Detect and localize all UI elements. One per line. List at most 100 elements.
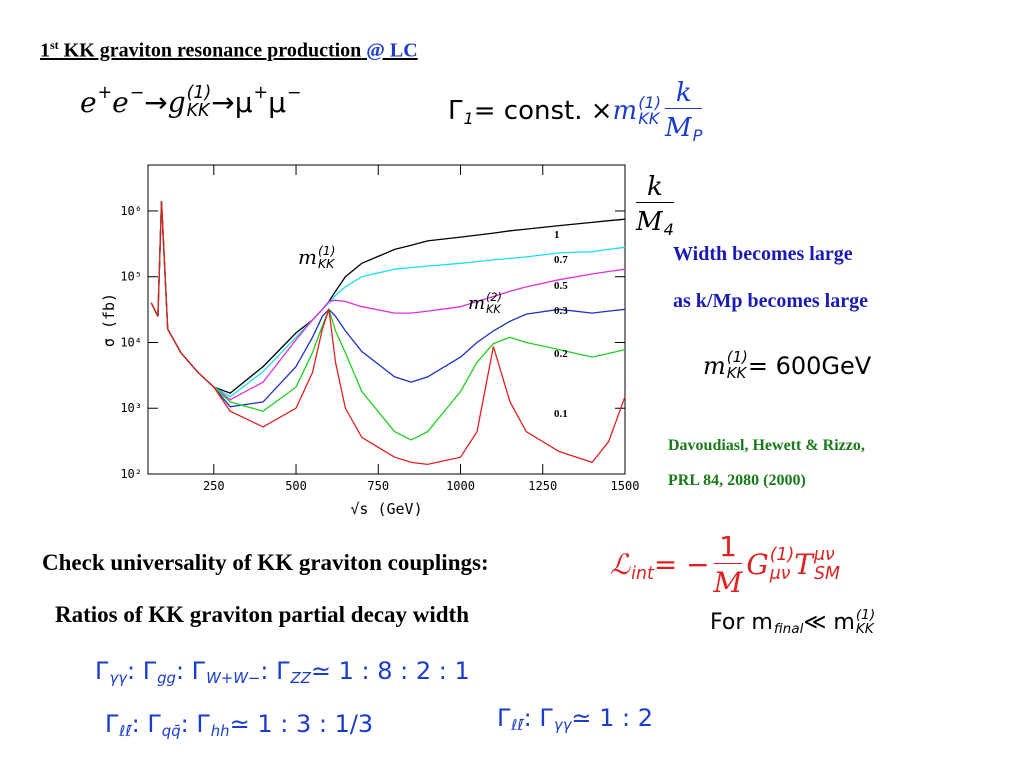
- eq-segment: 1: [719, 530, 737, 563]
- scripts: qq̄: [162, 708, 181, 739]
- superscript: −: [129, 83, 145, 103]
- series-label: 1: [554, 229, 560, 241]
- eq-text: Γ: [448, 96, 463, 127]
- subscript: γγ: [109, 668, 127, 687]
- line-series: [150, 201, 626, 466]
- subscript: ℓℓ̄: [511, 715, 524, 734]
- scripts: −: [287, 84, 302, 120]
- scripts: gg: [157, 655, 176, 686]
- numerator: 1: [719, 530, 737, 563]
- eq-text: : Γ: [523, 703, 553, 732]
- denominator: M P: [665, 108, 703, 145]
- subscript: ZZ: [290, 668, 311, 687]
- eq-segment: ≃ 1 : 8 : 2 : 1: [311, 657, 470, 685]
- plot-frame: [147, 164, 626, 475]
- citation: PRL 84, 2080 (2000): [668, 472, 806, 489]
- subscript: [287, 102, 302, 120]
- superscript: −: [286, 83, 302, 103]
- subscript: γγ: [553, 715, 572, 734]
- eq-segment: G (1) μν: [746, 546, 794, 583]
- eq-segment: Γ ℓℓ̄: [105, 708, 132, 739]
- scripts: 1: [464, 95, 474, 129]
- series-label: 0.1: [554, 408, 568, 420]
- subscript: 4: [663, 219, 674, 239]
- eq-text: M: [713, 566, 743, 599]
- eq-segment: ≪ m (1) KK: [803, 608, 875, 637]
- eq-segment: ≃ 1 : 3 : 1/3: [230, 710, 374, 738]
- eq-text: e: [80, 85, 97, 119]
- series-label: 0.5: [554, 280, 568, 292]
- eq-text: G: [746, 548, 769, 581]
- ratio-equation: Γ ℓℓ̄ : Γ γγ ≃ 1 : 2: [497, 702, 653, 733]
- eq-text: For m: [710, 609, 773, 635]
- subscript: final: [773, 621, 804, 638]
- eq-segment: →: [211, 86, 234, 119]
- eq-segment: e +: [80, 84, 112, 120]
- eq-segment: μ +: [235, 84, 268, 120]
- eq-segment: k: [647, 172, 663, 202]
- eq-segment: →: [144, 86, 167, 119]
- numerator: k: [647, 172, 663, 202]
- title-link[interactable]: @ LC: [361, 39, 418, 62]
- eq-text: k: [647, 172, 663, 202]
- process-equation: e + e − → g (1) KK → μ + μ −: [80, 83, 302, 122]
- x-tick-label: 250: [203, 479, 225, 493]
- eq-segment: : Γ γγ: [524, 702, 572, 733]
- superscript: [774, 608, 804, 622]
- superscript: (2): [486, 291, 502, 304]
- scripts: (1) KK: [186, 83, 212, 122]
- scripts: −: [130, 84, 145, 120]
- subscript: P: [692, 125, 703, 145]
- ratios-heading: Ratios of KK graviton partial decay widt…: [55, 602, 469, 627]
- scripts: (1) KK: [856, 608, 875, 637]
- eq-segment: Γ ℓℓ̄: [497, 702, 524, 733]
- scripts: final: [774, 608, 804, 637]
- eq-text: M: [665, 112, 692, 143]
- eq-text: →: [144, 85, 168, 119]
- annotation: m (1) KK: [298, 244, 336, 270]
- subscript: int: [631, 563, 654, 584]
- subscript: KK: [638, 109, 660, 129]
- x-tick-label: 1000: [446, 479, 475, 493]
- eq-text: e: [112, 85, 129, 119]
- condition-equation: For m final ≪ m (1) KK: [710, 608, 875, 637]
- eq-text: m: [468, 293, 486, 315]
- superscript: (1): [186, 83, 212, 103]
- scripts: (2) KK: [486, 292, 502, 315]
- scripts: int: [631, 546, 654, 582]
- subscript: KK: [317, 256, 335, 272]
- annotation: m (2) KK: [468, 292, 502, 315]
- eq-text: = −: [653, 548, 710, 581]
- eq-text: ≃ 1 : 8 : 2 : 1: [310, 656, 470, 685]
- eq-text: m: [612, 96, 638, 127]
- eq-text: ℒ: [610, 548, 631, 581]
- y-tick-label: 10⁶: [120, 204, 142, 218]
- eq-text: : Γ: [131, 709, 161, 738]
- y-tick-label: 10³: [120, 401, 142, 415]
- series-label: 0.2: [554, 348, 568, 360]
- scripts: ZZ: [291, 655, 311, 686]
- eq-text: →: [211, 85, 235, 119]
- eq-text: : Γ: [260, 656, 290, 685]
- x-tick-label: 1500: [611, 479, 640, 493]
- subscript: KK: [186, 101, 210, 122]
- eq-segment: ≃ 1 : 2: [571, 704, 653, 732]
- note: as k/Mp becomes large: [673, 290, 868, 312]
- superscript: (1): [638, 92, 662, 112]
- scripts: 4: [664, 205, 674, 239]
- eq-segment: : Γ W+W−: [176, 655, 260, 686]
- subscript: KK: [726, 363, 747, 382]
- eq-segment: g (1) KK: [167, 83, 212, 122]
- note: Width becomes large: [673, 243, 853, 265]
- eq-segment: Γ 1: [448, 95, 474, 129]
- scripts: γγ: [554, 702, 572, 733]
- eq-text: g: [167, 85, 186, 119]
- eq-segment: : Γ hh: [181, 708, 230, 739]
- eq-segment: k: [676, 78, 692, 108]
- y-tick-label: 10⁴: [120, 335, 142, 349]
